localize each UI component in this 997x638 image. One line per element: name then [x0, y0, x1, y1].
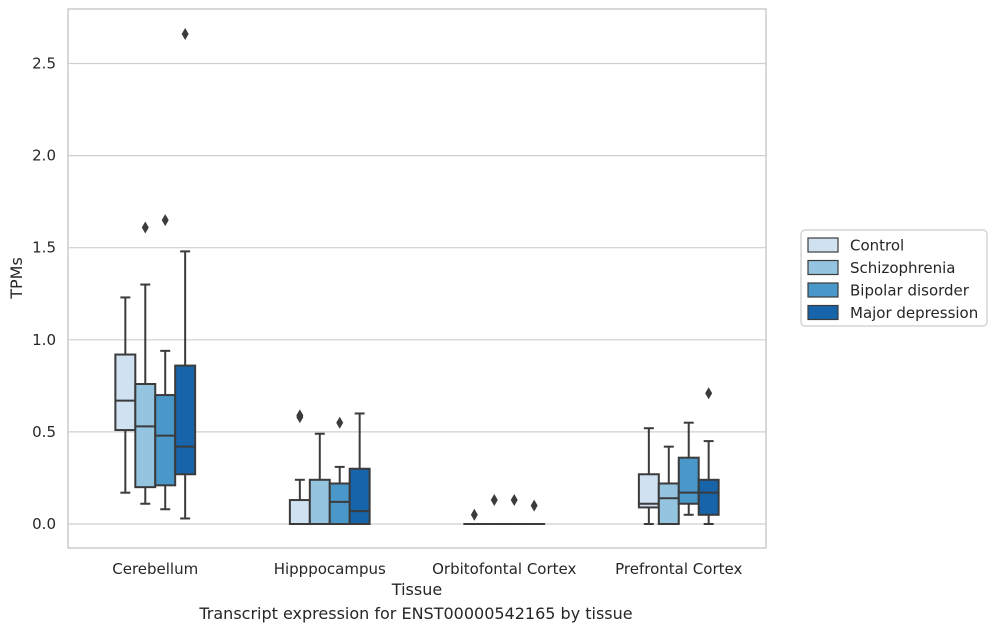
- legend-swatch: [808, 238, 838, 252]
- chart-caption: Transcript expression for ENST0000054216…: [0, 604, 832, 623]
- y-tick-label: 0.5: [32, 423, 56, 441]
- x-tick-label: Prefrontal Cortex: [615, 560, 742, 578]
- legend-label: Schizophrenia: [850, 259, 955, 277]
- y-tick-label: 2.0: [32, 147, 56, 165]
- box-body: [679, 458, 699, 504]
- box-body: [330, 483, 350, 524]
- box-body: [155, 395, 175, 485]
- legend-label: Major depression: [850, 304, 978, 322]
- x-tick-label: Orbitofontal Cortex: [432, 560, 576, 578]
- legend-label: Bipolar disorder: [850, 282, 970, 300]
- x-tick-label: Hipppocampus: [274, 560, 386, 578]
- y-tick-label: 1.5: [32, 239, 56, 257]
- legend-label: Control: [850, 237, 904, 255]
- box-body: [310, 480, 330, 524]
- y-axis-title: TPMs: [7, 257, 26, 300]
- legend-swatch: [808, 283, 838, 297]
- x-axis-title: Tissue: [391, 580, 442, 599]
- legend-swatch: [808, 306, 838, 320]
- legend: Control Schizophrenia Bipolar disorder Majo…: [801, 230, 987, 326]
- box-body: [135, 384, 155, 487]
- box-body: [290, 500, 310, 524]
- box-body: [699, 480, 719, 515]
- y-tick-label: 0.0: [32, 515, 56, 533]
- y-tick-label: 1.0: [32, 331, 56, 349]
- box-body: [639, 474, 659, 507]
- box-body: [350, 469, 370, 524]
- y-tick-label: 2.5: [32, 55, 56, 73]
- x-tick-label: Cerebellum: [112, 560, 198, 578]
- box-body: [659, 483, 679, 524]
- box-body: [115, 355, 135, 431]
- legend-swatch: [808, 261, 838, 275]
- box-body: [175, 366, 195, 475]
